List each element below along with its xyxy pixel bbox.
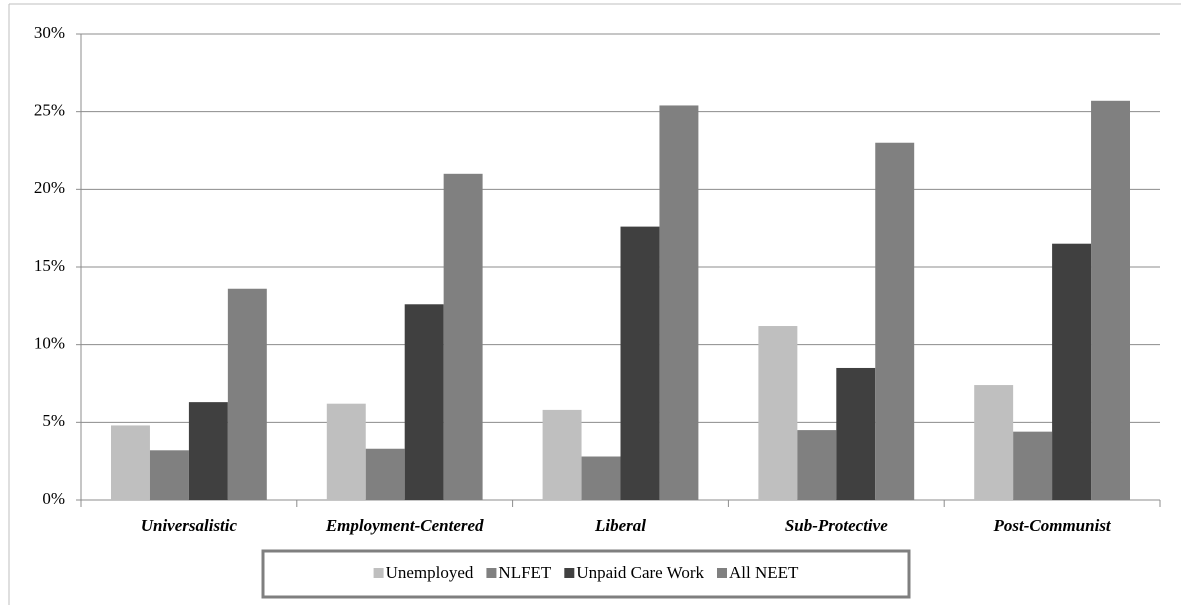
legend-label: NLFET xyxy=(498,563,552,582)
y-tick-label: 25% xyxy=(34,101,65,120)
legend-swatch xyxy=(486,568,497,578)
legend-box xyxy=(261,549,911,599)
y-tick-label: 15% xyxy=(34,256,65,275)
bar xyxy=(365,448,405,500)
y-tick-label: 5% xyxy=(42,411,65,430)
x-tick-label: Liberal xyxy=(594,516,646,535)
bar xyxy=(1013,431,1053,500)
x-tick-label: Sub-Protective xyxy=(785,516,888,535)
y-tick-label: 10% xyxy=(34,334,65,353)
bar xyxy=(836,367,876,500)
x-tick-label: Universalistic xyxy=(141,516,238,535)
bar xyxy=(443,173,483,501)
legend-label: Unpaid Care Work xyxy=(576,563,704,582)
bar xyxy=(797,430,837,500)
bar xyxy=(111,425,150,500)
legend-swatch xyxy=(564,568,575,578)
legend-swatch xyxy=(717,568,727,578)
bar xyxy=(875,142,915,500)
bar xyxy=(404,304,444,500)
bar xyxy=(758,326,798,500)
legend-label: Unemployed xyxy=(386,563,474,582)
bar xyxy=(326,403,366,500)
legend-label: All NEET xyxy=(729,563,799,582)
y-tick-label: 30% xyxy=(34,23,65,42)
bar xyxy=(620,226,660,500)
x-tick-label: Post-Communist xyxy=(993,516,1112,535)
bar xyxy=(659,105,699,500)
y-tick-label: 20% xyxy=(34,178,65,197)
bar xyxy=(1052,243,1092,500)
y-tick-label: 0% xyxy=(42,489,65,508)
legend-swatch xyxy=(373,568,384,578)
bar xyxy=(149,450,189,500)
bar xyxy=(974,385,1014,500)
bar xyxy=(227,288,267,500)
bar xyxy=(542,409,582,500)
x-tick-label: Employment-Centered xyxy=(325,516,484,535)
bar xyxy=(1091,100,1130,500)
bar xyxy=(581,456,621,500)
bar xyxy=(188,402,228,500)
